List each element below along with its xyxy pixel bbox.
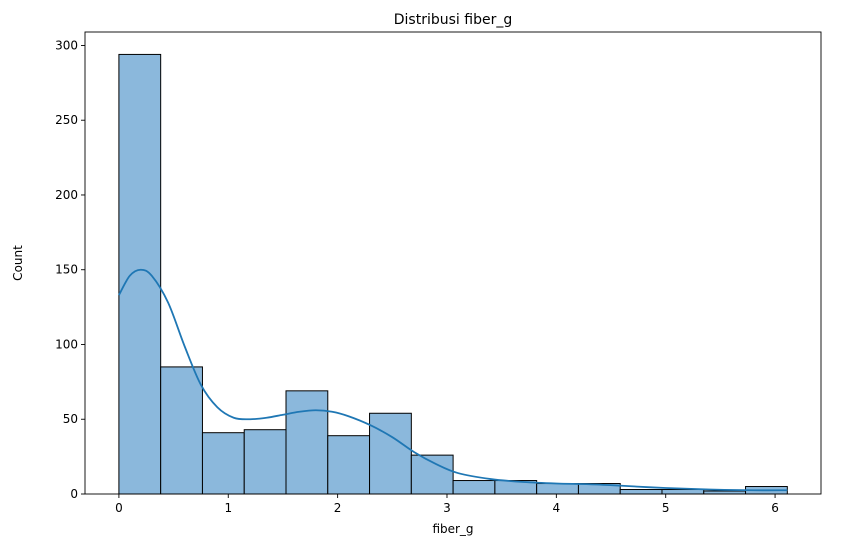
histogram-bar (452, 480, 496, 495)
histogram-bar (243, 429, 287, 495)
histogram-bar (410, 454, 454, 495)
y-axis-label: Count (11, 245, 25, 281)
histogram-bar (369, 412, 412, 495)
x-tick-label: 4 (553, 501, 561, 515)
x-axis-ticks: 0 1 2 3 4 5 6 (115, 494, 779, 515)
kde-group (118, 268, 788, 492)
x-tick-label: 0 (115, 501, 123, 515)
histogram-bar (285, 390, 329, 495)
x-tick-label: 6 (771, 501, 779, 515)
histogram-bar (536, 483, 579, 495)
y-tick-label: 150 (55, 263, 78, 277)
x-tick-label: 1 (224, 501, 232, 515)
chart-title: Distribusi fiber_g (394, 12, 512, 28)
histogram-bar (619, 489, 663, 495)
bars-group (118, 53, 788, 495)
x-tick-label: 2 (334, 501, 342, 515)
x-tick-label: 3 (443, 501, 451, 515)
histogram-bar (160, 366, 203, 495)
plot-frame (84, 31, 822, 495)
histogram-bar (327, 435, 371, 495)
histogram-bar (661, 489, 705, 495)
y-tick-label: 200 (55, 188, 78, 202)
kde-line (118, 268, 788, 492)
histogram-bar (201, 432, 245, 495)
y-tick-label: 50 (63, 412, 78, 426)
x-axis-label: fiber_g (432, 522, 473, 536)
y-tick-label: 0 (70, 487, 78, 501)
y-axis-ticks: 0 50 100 150 200 250 300 (55, 38, 85, 501)
y-tick-label: 250 (55, 113, 78, 127)
histogram-bar (118, 53, 162, 495)
y-tick-label: 100 (55, 337, 78, 351)
x-tick-label: 5 (662, 501, 670, 515)
y-tick-label: 300 (55, 38, 78, 52)
